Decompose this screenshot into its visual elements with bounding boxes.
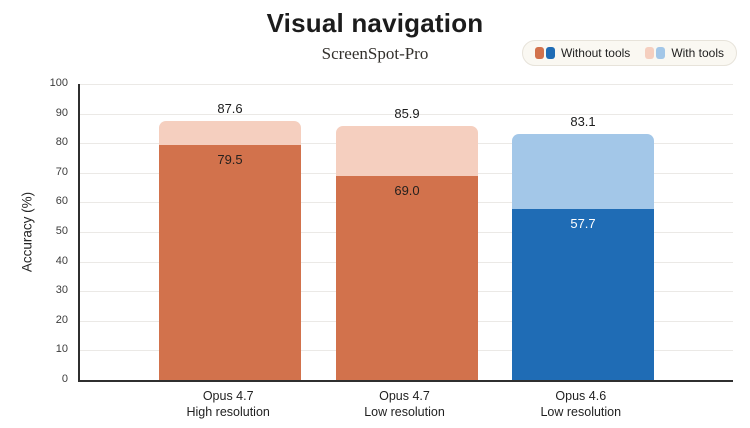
chart-title: Visual navigation — [266, 8, 484, 38]
value-label-without-tools-2: 57.7 — [570, 216, 596, 231]
x-category-label-2: Opus 4.6 Low resolution — [496, 388, 666, 420]
x-category-line1: Opus 4.7 — [379, 389, 430, 403]
y-tick-label: 70 — [55, 165, 68, 178]
legend-label: Without tools — [560, 46, 631, 60]
y-tick-label: 0 — [61, 373, 68, 385]
legend: Without tools With tools — [521, 40, 737, 66]
value-label-with-tools-1: 85.9 — [394, 106, 420, 121]
legend-entry-1: With tools — [645, 46, 724, 60]
value-label-with-tools-0: 87.6 — [217, 101, 243, 116]
value-label-without-tools-0: 79.5 — [217, 152, 243, 167]
y-tick-label: 30 — [55, 284, 68, 297]
y-tick-label: 10 — [55, 343, 68, 356]
x-category-line2: Low resolution — [540, 405, 622, 419]
value-label-with-tools-2: 83.1 — [570, 114, 596, 129]
legend-swatch-icon — [545, 47, 555, 59]
x-category-label-1: Opus 4.7 Low resolution — [320, 388, 490, 420]
y-tick-label: 60 — [55, 195, 68, 208]
legend-swatch-icon — [534, 47, 544, 59]
x-category-line2: High resolution — [186, 405, 270, 419]
chart-subtitle: ScreenSpot-Pro — [321, 44, 429, 63]
gridline-90 — [80, 113, 733, 115]
x-category-line1: Opus 4.6 — [555, 389, 607, 403]
legend-swatch-icon — [656, 47, 666, 59]
bar-without-tools-1: 69.0 — [336, 176, 478, 380]
y-tick-label: 20 — [55, 313, 68, 326]
y-tick-label: 50 — [55, 225, 68, 237]
gridline-100 — [80, 84, 733, 85]
y-tick-label: 40 — [55, 254, 68, 267]
legend-swatch-icon — [645, 47, 655, 59]
x-category-label-0: Opus 4.7 High resolution — [143, 388, 313, 420]
y-tick-label: 100 — [49, 77, 68, 89]
x-category-line1: Opus 4.7 — [202, 389, 254, 403]
x-category-line2: Low resolution — [364, 405, 445, 419]
legend-label: With tools — [671, 46, 724, 60]
legend-entry-0: Without tools — [534, 46, 631, 60]
legend-swatch-pair — [534, 47, 555, 59]
plot-area: 79.5 87.6 69.0 85.9 57.7 83.1 — [78, 84, 733, 382]
legend-swatch-pair — [645, 47, 666, 59]
bar-without-tools-0: 79.5 — [159, 145, 301, 380]
y-tick-label: 80 — [55, 136, 68, 149]
y-tick-label: 90 — [55, 106, 68, 119]
bar-without-tools-2: 57.7 — [512, 209, 654, 380]
value-label-without-tools-1: 69.0 — [394, 183, 420, 198]
